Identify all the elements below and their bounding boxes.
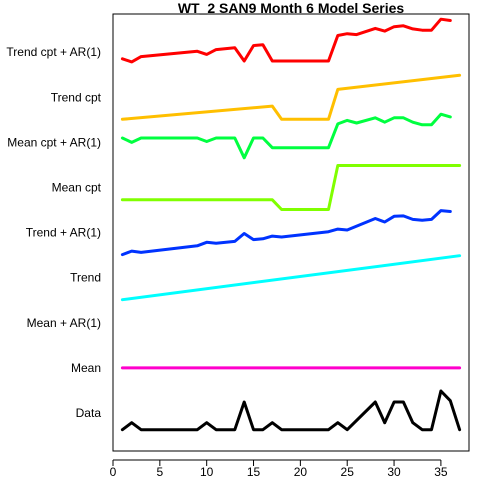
x-axis: 0 5 10 15 20 25 30 35	[110, 460, 448, 479]
y-tick-label: Trend cpt	[51, 90, 102, 104]
x-tick-label: 0	[110, 465, 117, 479]
y-tick-label: Trend + AR(1)	[26, 226, 101, 240]
y-tick-label: Trend cpt + AR(1)	[6, 45, 101, 59]
series-line-trend-cpt	[122, 75, 459, 119]
series-line-data	[122, 391, 459, 430]
series-line-trend-cpt-ar-1	[122, 19, 450, 62]
x-tick-label: 20	[294, 465, 308, 479]
y-tick-label: Trend	[70, 271, 101, 285]
x-tick-label: 5	[156, 465, 163, 479]
series-line-trend-ar-1	[122, 211, 450, 255]
y-tick-label: Mean cpt	[52, 181, 102, 195]
series-layer	[122, 19, 459, 430]
x-tick-label: 10	[200, 465, 214, 479]
y-tick-label: Mean + AR(1)	[27, 316, 101, 330]
y-tick-label: Mean cpt + AR(1)	[7, 135, 101, 149]
y-tick-label: Data	[76, 406, 102, 420]
y-tick-label: Mean	[71, 361, 101, 375]
x-tick-label: 15	[247, 465, 261, 479]
y-axis: Data Mean Mean + AR(1) Trend Trend + AR(1) Me…	[6, 45, 101, 420]
x-tick-label: 35	[434, 465, 448, 479]
x-tick-label: 25	[341, 465, 355, 479]
series-line-mean-cpt	[122, 166, 459, 210]
x-tick-label: 30	[387, 465, 401, 479]
series-line-trend	[122, 256, 459, 300]
